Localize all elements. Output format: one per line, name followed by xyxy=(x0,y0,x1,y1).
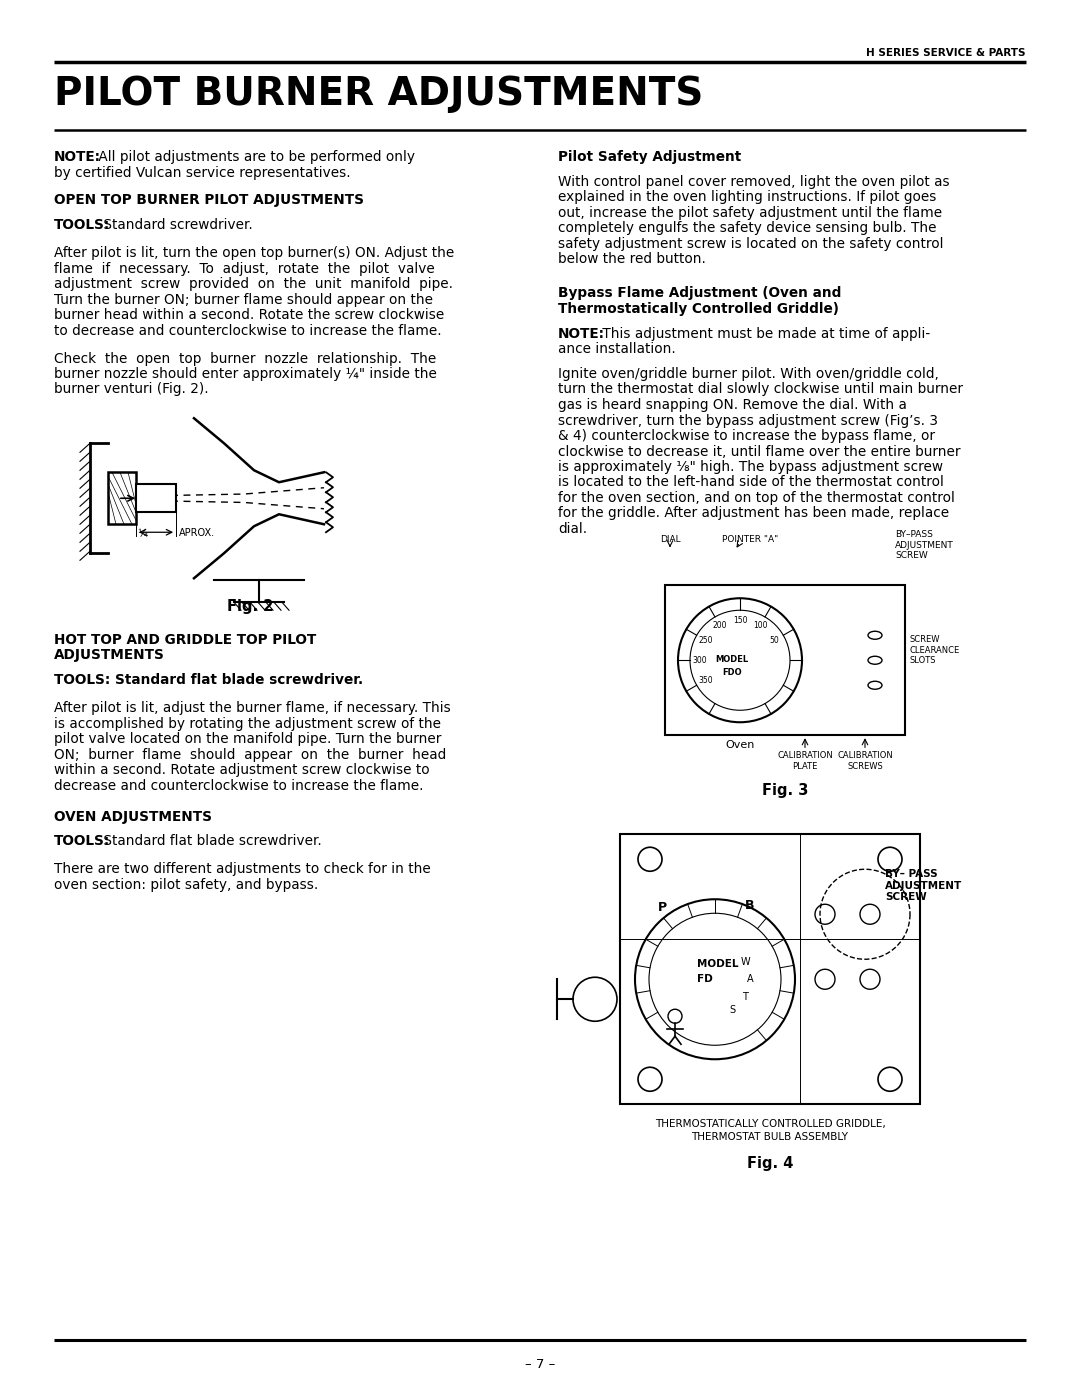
Text: for the oven section, and on top of the thermostat control: for the oven section, and on top of the … xyxy=(558,490,955,504)
Text: decrease and counterclockwise to increase the flame.: decrease and counterclockwise to increas… xyxy=(54,778,423,792)
Text: THERMOSTAT BULB ASSEMBLY: THERMOSTAT BULB ASSEMBLY xyxy=(691,1132,849,1143)
Text: is accomplished by rotating the adjustment screw of the: is accomplished by rotating the adjustme… xyxy=(54,717,441,731)
Text: FD: FD xyxy=(697,974,713,985)
Text: THERMOSTATICALLY CONTROLLED GRIDDLE,: THERMOSTATICALLY CONTROLLED GRIDDLE, xyxy=(654,1119,886,1129)
Text: dial.: dial. xyxy=(558,522,588,536)
Text: Thermostatically Controlled Griddle): Thermostatically Controlled Griddle) xyxy=(558,302,839,316)
Text: out, increase the pilot safety adjustment until the flame: out, increase the pilot safety adjustmen… xyxy=(558,205,942,219)
Text: is approximately ⅛" high. The bypass adjustment screw: is approximately ⅛" high. The bypass adj… xyxy=(558,460,943,474)
Text: – 7 –: – 7 – xyxy=(525,1358,555,1370)
Text: BY–PASS
ADJUSTMENT
SCREW: BY–PASS ADJUSTMENT SCREW xyxy=(895,531,954,560)
Text: pilot valve located on the manifold pipe. Turn the burner: pilot valve located on the manifold pipe… xyxy=(54,732,442,746)
Text: screwdriver, turn the bypass adjustment screw (Fig’s. 3: screwdriver, turn the bypass adjustment … xyxy=(558,414,939,427)
Text: Turn the burner ON; burner flame should appear on the: Turn the burner ON; burner flame should … xyxy=(54,292,433,306)
Text: CALIBRATION
PLATE: CALIBRATION PLATE xyxy=(778,752,833,771)
Text: Oven: Oven xyxy=(726,740,755,750)
Text: S: S xyxy=(729,1004,735,1014)
Text: Fig. 3: Fig. 3 xyxy=(761,784,808,798)
Text: 150: 150 xyxy=(732,616,747,624)
Text: Fig. 2: Fig. 2 xyxy=(227,599,273,613)
Text: MODEL: MODEL xyxy=(715,655,748,664)
Text: NOTE:: NOTE: xyxy=(558,327,605,341)
Text: 350: 350 xyxy=(698,676,713,685)
Text: 250: 250 xyxy=(698,636,713,645)
Text: within a second. Rotate adjustment screw clockwise to: within a second. Rotate adjustment screw… xyxy=(54,763,430,777)
Text: to decrease and counterclockwise to increase the flame.: to decrease and counterclockwise to incr… xyxy=(54,324,442,338)
Text: turn the thermostat dial slowly clockwise until main burner: turn the thermostat dial slowly clockwis… xyxy=(558,383,963,397)
Text: A: A xyxy=(746,974,754,985)
Text: CALIBRATION
SCREWS: CALIBRATION SCREWS xyxy=(837,752,893,771)
Text: Bypass Flame Adjustment (Oven and: Bypass Flame Adjustment (Oven and xyxy=(558,286,841,300)
Text: H SERIES SERVICE & PARTS: H SERIES SERVICE & PARTS xyxy=(866,47,1026,59)
Text: below the red button.: below the red button. xyxy=(558,253,706,267)
Text: This adjustment must be made at time of appli-: This adjustment must be made at time of … xyxy=(598,327,930,341)
Text: Fig. 4: Fig. 4 xyxy=(746,1157,793,1171)
Text: Check  the  open  top  burner  nozzle  relationship.  The: Check the open top burner nozzle relatio… xyxy=(54,352,436,366)
Text: All pilot adjustments are to be performed only: All pilot adjustments are to be performe… xyxy=(94,149,415,163)
Bar xyxy=(620,834,920,1104)
Bar xyxy=(136,485,176,513)
Text: safety adjustment screw is located on the safety control: safety adjustment screw is located on th… xyxy=(558,237,944,251)
Text: oven section: pilot safety, and bypass.: oven section: pilot safety, and bypass. xyxy=(54,877,319,891)
Text: & 4) counterclockwise to increase the bypass flame, or: & 4) counterclockwise to increase the by… xyxy=(558,429,935,443)
Text: APROX.: APROX. xyxy=(179,528,215,538)
Text: 200: 200 xyxy=(713,622,727,630)
Text: 100: 100 xyxy=(753,622,767,630)
Text: FDO: FDO xyxy=(723,668,742,678)
Text: 300: 300 xyxy=(692,655,707,665)
Text: burner head within a second. Rotate the screw clockwise: burner head within a second. Rotate the … xyxy=(54,309,444,323)
Text: With control panel cover removed, light the oven pilot as: With control panel cover removed, light … xyxy=(558,175,949,189)
Text: flame  if  necessary.  To  adjust,  rotate  the  pilot  valve: flame if necessary. To adjust, rotate th… xyxy=(54,261,435,275)
Text: DIAL: DIAL xyxy=(660,535,680,545)
Text: for the griddle. After adjustment has been made, replace: for the griddle. After adjustment has be… xyxy=(558,507,949,521)
Text: clockwise to decrease it, until flame over the entire burner: clockwise to decrease it, until flame ov… xyxy=(558,444,960,458)
Text: burner nozzle should enter approximately ¼" inside the: burner nozzle should enter approximately… xyxy=(54,367,437,381)
Text: is located to the left-hand side of the thermostat control: is located to the left-hand side of the … xyxy=(558,475,944,489)
Text: W: W xyxy=(741,957,751,967)
Text: ADJUSTMENTS: ADJUSTMENTS xyxy=(54,648,165,662)
Text: After pilot is lit, adjust the burner flame, if necessary. This: After pilot is lit, adjust the burner fl… xyxy=(54,701,450,715)
Text: 50: 50 xyxy=(770,636,780,645)
Text: TOOLS:: TOOLS: xyxy=(54,218,110,232)
Text: Ignite oven/griddle burner pilot. With oven/griddle cold,: Ignite oven/griddle burner pilot. With o… xyxy=(558,367,939,381)
Text: MODEL: MODEL xyxy=(697,960,739,970)
Text: POINTER "A": POINTER "A" xyxy=(721,535,778,545)
Text: Pilot Safety Adjustment: Pilot Safety Adjustment xyxy=(558,149,741,163)
Text: burner venturi (Fig. 2).: burner venturi (Fig. 2). xyxy=(54,383,208,397)
Text: by certified Vulcan service representatives.: by certified Vulcan service representati… xyxy=(54,165,351,179)
Text: OVEN ADJUSTMENTS: OVEN ADJUSTMENTS xyxy=(54,809,212,824)
Text: HOT TOP AND GRIDDLE TOP PILOT: HOT TOP AND GRIDDLE TOP PILOT xyxy=(54,633,316,647)
Text: explained in the oven lighting instructions. If pilot goes: explained in the oven lighting instructi… xyxy=(558,190,936,204)
Text: gas is heard snapping ON. Remove the dial. With a: gas is heard snapping ON. Remove the dia… xyxy=(558,398,907,412)
Text: Standard screwdriver.: Standard screwdriver. xyxy=(99,218,253,232)
Text: B: B xyxy=(745,900,755,912)
Text: P: P xyxy=(658,901,666,914)
Text: adjustment  screw  provided  on  the  unit  manifold  pipe.: adjustment screw provided on the unit ma… xyxy=(54,277,453,291)
Text: PILOT BURNER ADJUSTMENTS: PILOT BURNER ADJUSTMENTS xyxy=(54,75,703,113)
Bar xyxy=(665,585,905,735)
Text: ance installation.: ance installation. xyxy=(558,342,676,356)
Text: TOOLS:: TOOLS: xyxy=(54,834,110,848)
Text: There are two different adjustments to check for in the: There are two different adjustments to c… xyxy=(54,862,431,876)
Text: T: T xyxy=(742,992,748,1002)
Text: ON;  burner  flame  should  appear  on  the  burner  head: ON; burner flame should appear on the bu… xyxy=(54,747,446,761)
Text: SCREW
CLEARANCE
SLOTS: SCREW CLEARANCE SLOTS xyxy=(910,636,960,665)
Text: TOOLS: Standard flat blade screwdriver.: TOOLS: Standard flat blade screwdriver. xyxy=(54,673,363,687)
Text: OPEN TOP BURNER PILOT ADJUSTMENTS: OPEN TOP BURNER PILOT ADJUSTMENTS xyxy=(54,193,364,207)
Text: completely engulfs the safety device sensing bulb. The: completely engulfs the safety device sen… xyxy=(558,221,936,235)
Bar xyxy=(108,472,136,524)
Text: Standard flat blade screwdriver.: Standard flat blade screwdriver. xyxy=(99,834,322,848)
Text: NOTE:: NOTE: xyxy=(54,149,102,163)
Text: After pilot is lit, turn the open top burner(s) ON. Adjust the: After pilot is lit, turn the open top bu… xyxy=(54,246,455,260)
Text: BY– PASS
ADJUSTMENT
SCREW: BY– PASS ADJUSTMENT SCREW xyxy=(885,869,962,902)
Text: ¼: ¼ xyxy=(137,529,147,539)
